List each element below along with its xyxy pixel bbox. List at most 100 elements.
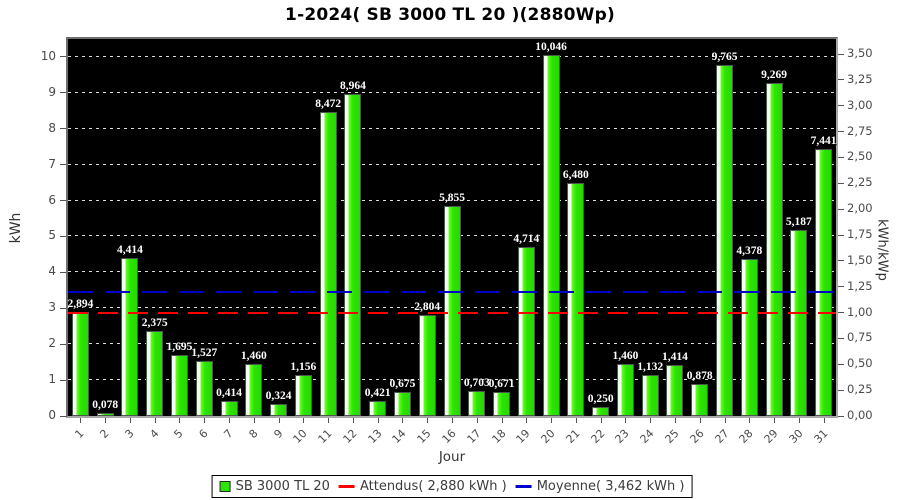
right-tick-label: 3,25 <box>847 71 873 86</box>
bar-value-label: 8,964 <box>339 80 366 93</box>
right-tick <box>838 415 844 417</box>
x-tick <box>352 418 354 423</box>
x-tick <box>154 418 156 423</box>
right-tick <box>838 105 844 107</box>
x-tick-label: 30 <box>786 426 806 446</box>
left-tick-label: 2 <box>48 336 56 351</box>
bar-day-15 <box>418 315 436 416</box>
bar-day-18 <box>493 391 511 416</box>
bar-value-label: 1,132 <box>637 361 664 374</box>
x-tick-label: 16 <box>439 426 459 446</box>
bar-day-9 <box>270 404 288 416</box>
attendus-line-icon <box>338 485 355 488</box>
x-tick <box>526 418 528 423</box>
x-tick-label: 29 <box>761 426 781 446</box>
x-tick-label: 14 <box>389 426 410 446</box>
x-tick-label: 4 <box>147 426 162 442</box>
x-tick-label: 13 <box>365 426 385 446</box>
x-tick <box>452 418 453 423</box>
refline-moyenne <box>68 290 836 293</box>
bar-day-17 <box>468 390 486 416</box>
right-tick <box>838 389 844 391</box>
bar-value-label: 4,714 <box>513 232 540 245</box>
right-tick-label: 2,00 <box>847 201 873 216</box>
x-tick-label: 9 <box>271 426 286 442</box>
x-tick-label: 17 <box>464 426 484 446</box>
bar-day-28 <box>740 258 758 416</box>
x-tick-label: 10 <box>290 426 310 446</box>
bar-day-11 <box>319 111 337 416</box>
x-tick-label: 25 <box>662 426 682 446</box>
x-tick <box>253 418 255 423</box>
right-tick <box>838 156 844 158</box>
bar-value-label: 0,671 <box>488 377 515 390</box>
left-tick-label: 0 <box>48 408 56 422</box>
bar-value-label: 5,187 <box>785 215 812 228</box>
x-tick <box>600 418 602 423</box>
bar-day-3 <box>121 257 139 416</box>
x-tick-label: 6 <box>196 426 211 442</box>
bar-day-25 <box>666 365 684 416</box>
bar-day-8 <box>245 363 263 416</box>
bar-value-label: 5,855 <box>439 191 465 204</box>
gridline <box>68 163 836 165</box>
bar-day-2 <box>96 413 114 416</box>
x-tick-label: 3 <box>122 426 137 442</box>
bar-value-label: 2,804 <box>414 301 441 314</box>
bar-value-label: 6,480 <box>562 169 589 182</box>
right-tick-label: 2,25 <box>847 175 873 190</box>
x-tick <box>427 418 429 423</box>
bar-day-27 <box>716 65 734 416</box>
right-tick-label: 1,75 <box>847 227 873 242</box>
right-tick-label: 0,25 <box>847 382 873 397</box>
x-tick <box>823 418 825 423</box>
right-tick-label: 1,00 <box>847 304 873 319</box>
left-tick <box>60 200 66 202</box>
right-tick <box>838 260 844 262</box>
right-tick-label: 0,00 <box>847 408 873 422</box>
left-tick-label: 5 <box>48 228 56 243</box>
bar-value-label: 0,675 <box>389 377 416 390</box>
legend: SB 3000 TL 20 Attendus( 2,880 kWh ) Moye… <box>211 475 693 498</box>
bar-day-22 <box>592 407 610 416</box>
x-tick-label: 2 <box>97 426 112 442</box>
bar-day-31 <box>815 148 833 416</box>
x-tick <box>551 418 553 423</box>
x-tick-label: 28 <box>736 426 756 446</box>
x-tick-label: 1 <box>72 426 87 442</box>
left-tick <box>60 343 66 345</box>
x-tick-label: 11 <box>315 426 335 446</box>
x-tick <box>80 418 82 423</box>
left-tick <box>60 128 66 130</box>
left-tick-label: 4 <box>48 264 56 279</box>
x-tick <box>328 418 330 423</box>
right-tick <box>838 53 844 55</box>
legend-moyenne-label: Moyenne( 3,462 kWh ) <box>536 479 685 494</box>
bar-day-24 <box>641 375 659 416</box>
legend-item-series: SB 3000 TL 20 <box>219 479 330 494</box>
bar-day-16 <box>443 205 461 416</box>
left-tick-label: 9 <box>48 84 56 99</box>
x-tick <box>129 418 131 423</box>
bar-day-21 <box>567 183 585 416</box>
bar-value-label: 9,269 <box>761 69 787 82</box>
x-axis-label: Jour <box>438 449 466 465</box>
bar-value-label: 4,414 <box>116 243 143 256</box>
right-tick-label: 0,50 <box>847 356 873 371</box>
refline-attendus <box>68 311 836 314</box>
right-tick-label: 3,00 <box>847 97 873 112</box>
bar-day-7 <box>220 401 238 416</box>
bar-day-4 <box>146 330 164 416</box>
moyenne-line-icon <box>515 485 532 488</box>
legend-item-moyenne: Moyenne( 3,462 kWh ) <box>515 479 685 494</box>
right-tick <box>838 337 844 339</box>
x-tick-label: 18 <box>489 426 509 446</box>
x-tick-label: 15 <box>414 426 434 446</box>
bar-day-29 <box>765 83 783 416</box>
legend-item-attendus: Attendus( 2,880 kWh ) <box>338 479 507 494</box>
x-tick <box>179 418 181 423</box>
left-tick-label: 3 <box>48 300 56 315</box>
x-tick <box>105 418 107 423</box>
left-tick-label: 1 <box>48 372 56 387</box>
